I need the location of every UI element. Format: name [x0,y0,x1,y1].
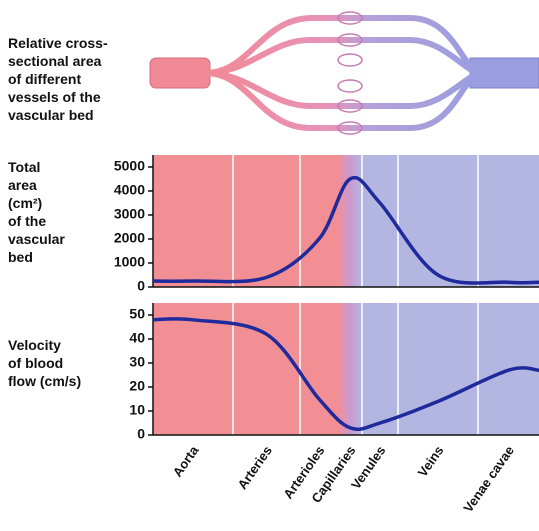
y-axis-label: bed [8,249,33,265]
y-tick-label: 4000 [114,182,145,198]
vessel-illustration [150,12,539,134]
x-tick-label: Arteries [234,443,274,492]
capillary-region [338,303,362,435]
y-tick-label: 20 [129,378,145,394]
x-tick-label: Veins [415,443,447,479]
illustration-label: vascular bed [8,107,94,123]
figure: Relative cross-sectional area of differen… [0,0,539,531]
y-axis-label: flow (cm/s) [8,373,81,389]
artery-region [153,155,338,287]
y-axis-label: area [8,177,37,193]
y-tick-label: 1000 [114,254,145,270]
y-tick-label: 0 [137,278,145,294]
y-tick-label: 10 [129,402,145,418]
y-tick-label: 2000 [114,230,145,246]
illustration-label: Relative cross- [8,35,108,51]
y-tick-label: 50 [129,306,145,322]
artery-region [153,303,338,435]
y-tick-label: 5000 [114,158,145,174]
x-tick-label: Venae cavae [460,443,517,515]
y-axis-label: Total [8,159,40,175]
y-axis-label: Velocity [8,337,61,353]
y-tick-label: 30 [129,354,145,370]
illustration-label: of different [8,71,81,87]
y-tick-label: 40 [129,330,145,346]
illustration-label: sectional area [8,53,102,69]
y-axis-label: vascular [8,231,65,247]
vein-region [362,155,539,287]
y-tick-label: 3000 [114,206,145,222]
y-tick-label: 0 [137,426,145,442]
illustration-label: vessels of the [8,89,101,105]
y-axis-label: (cm²) [8,195,42,211]
y-axis-label: of the [8,213,46,229]
y-axis-label: of blood [8,355,63,371]
capillary-region [338,155,362,287]
x-tick-label: Aorta [170,442,202,479]
